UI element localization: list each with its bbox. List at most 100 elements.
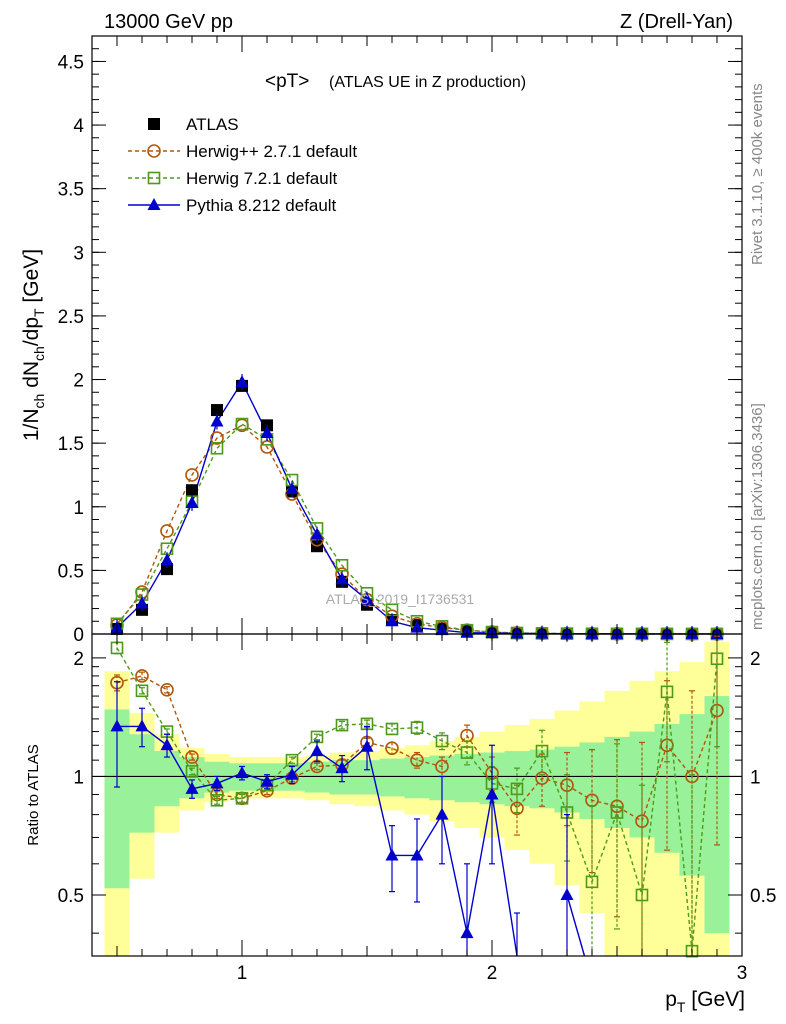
ratio-point-pythia-8-212-default — [385, 848, 399, 861]
main-point-herwig-7-2-1-default — [235, 417, 249, 431]
ratio-ytick-label: 0.5 — [58, 886, 84, 907]
main-title: <pT> — [265, 71, 309, 92]
ratio-point-pythia-8-212-default — [210, 776, 224, 789]
mcplots-label: mcplots.cern.ch [arXiv:1306.3436] — [749, 403, 766, 630]
ratio-point-herwig-7-2-1-default — [460, 746, 474, 759]
ratio-ytick-label-right: 0.5 — [750, 886, 776, 907]
main-point-pythia-8-212-default — [310, 527, 324, 540]
ratio-point-herwig-7-2-1-default — [685, 944, 699, 958]
main-ytick-label: 2.5 — [58, 307, 84, 328]
ratio-point-pythia-8-212-default — [410, 848, 424, 861]
main-ytick-label: 1.5 — [58, 434, 84, 455]
main-ylabel: 1/Nch dNch/dpT [GeV] — [20, 249, 47, 441]
ratio-point-pythia-8-212-default — [135, 719, 149, 732]
ratio-point-pythia-8-212-default — [185, 781, 199, 794]
ratio-point-herwig-7-2-1-default — [410, 721, 424, 734]
ratio-point-pythia-8-212-default — [460, 926, 474, 939]
analysis-watermark: ATLAS_2019_I1736531 — [326, 591, 475, 607]
main-point-pythia-8-212-default — [160, 553, 174, 566]
ratio-point-herwig-7-2-1-default — [660, 685, 674, 699]
ratio-plot: 1 2 3 0.5 0.5 1 1 2 2 — [58, 633, 776, 984]
main-point-herwig-2-7-1-default — [210, 431, 224, 445]
ratio-point-herwig-7-2-1-default — [235, 792, 249, 805]
main-ytick-label: 3.5 — [58, 180, 84, 201]
main-point-pythia-8-212-default — [410, 620, 424, 633]
main-ytick-label: 1 — [73, 498, 84, 519]
ratio-ylabel: Ratio to ATLAS — [25, 744, 42, 845]
ratio-point-pythia-8-212-default — [285, 767, 299, 780]
main-point-pythia-8-212-default — [360, 592, 374, 605]
ratio-point-pythia-8-212-default — [260, 774, 274, 787]
ratio-point-pythia-8-212-default — [335, 761, 349, 774]
legend-label: Herwig 7.2.1 default — [186, 169, 337, 188]
ratio-line-pythia-8-212-default — [566, 894, 586, 957]
ratio-ytick-label-right: 1 — [750, 767, 761, 788]
ratio-point-herwig-2-7-1-default — [435, 759, 449, 774]
ratio-ytick-label: 2 — [73, 649, 84, 670]
ratio-ytick-label: 1 — [73, 767, 84, 788]
main-plot: 0 0.5 1 1.5 2 2.5 3 3.5 4 4.5 — [58, 35, 743, 646]
ratio-point-pythia-8-212-default — [435, 807, 449, 820]
main-point-pythia-8-212-default — [335, 572, 349, 585]
main-point-pythia-8-212-default — [260, 425, 274, 438]
ratio-point-herwig-7-2-1-default — [610, 806, 624, 819]
ratio-point-pythia-8-212-default — [160, 738, 174, 751]
main-point-pythia-8-212-default — [135, 596, 149, 609]
main-subtitle: (ATLAS UE in Z production) — [329, 74, 526, 91]
main-point-herwig-2-7-1-default — [185, 468, 199, 482]
main-ytick-label: 3 — [73, 243, 84, 264]
main-point-pythia-8-212-default — [285, 481, 299, 494]
ratio-point-herwig-7-2-1-default — [285, 753, 299, 767]
ratio-point-herwig-7-2-1-default — [535, 744, 549, 758]
ratio-xtick-label: 1 — [237, 963, 248, 984]
ratio-point-herwig-7-2-1-default — [635, 888, 649, 902]
main-point-pythia-8-212-default — [235, 375, 249, 388]
main-point-atlas — [161, 563, 173, 576]
ratio-point-herwig-2-7-1-default — [160, 682, 174, 697]
svg-text:1/Nch dNch/dpT [GeV]: 1/Nch dNch/dpT [GeV] — [20, 249, 47, 441]
ratio-point-pythia-8-212-default — [310, 744, 324, 757]
header-right: Z (Drell-Yan) — [620, 11, 733, 33]
legend-label: Pythia 8.212 default — [186, 196, 337, 215]
ratio-xlabel: pT [GeV] — [665, 988, 745, 1015]
ratio-point-pythia-8-212-default — [485, 787, 499, 800]
legend-label: Herwig++ 2.7.1 default — [186, 142, 357, 161]
legend-marker — [148, 118, 160, 130]
ratio-point-herwig-7-2-1-default — [210, 793, 224, 807]
main-point-herwig-7-2-1-default — [335, 558, 349, 572]
ratio-ytick-label-right: 2 — [750, 649, 761, 670]
ratio-band-green — [379, 758, 405, 797]
ratio-xtick-label: 3 — [737, 963, 748, 984]
legend-marker — [147, 198, 161, 210]
ratio-point-herwig-2-7-1-default — [135, 669, 149, 683]
main-point-atlas — [186, 484, 198, 497]
main-ytick-label: 0.5 — [58, 561, 84, 582]
main-point-herwig-7-2-1-default — [210, 441, 224, 455]
legend: ATLAS Herwig++ 2.7.1 default Herwig 7.2.1 … — [128, 115, 357, 215]
ratio-point-herwig-7-2-1-default — [585, 875, 599, 889]
ratio-band-green — [129, 734, 155, 833]
main-point-pythia-8-212-default — [185, 495, 199, 508]
legend-label: ATLAS — [186, 115, 239, 134]
legend-marker — [147, 144, 161, 158]
main-ytick-label: 0 — [73, 625, 84, 646]
legend-marker — [147, 171, 161, 185]
main-point-atlas — [211, 404, 223, 417]
ratio-point-herwig-2-7-1-default — [185, 750, 199, 764]
rivet-label: Rivet 3.1.10, ≥ 400k events — [749, 83, 766, 265]
ratio-xtick-label: 2 — [487, 963, 498, 984]
main-ytick-label: 2 — [73, 371, 84, 392]
ratio-point-herwig-7-2-1-default — [710, 652, 724, 666]
ratio-point-pythia-8-212-default — [235, 766, 249, 779]
ratio-point-herwig-2-7-1-default — [410, 753, 424, 767]
ratio-point-herwig-2-7-1-default — [510, 801, 524, 816]
ratio-point-herwig-7-2-1-default — [435, 734, 449, 748]
ratio-point-pythia-8-212-default — [560, 887, 574, 900]
main-ytick-label: 4 — [73, 116, 84, 137]
svg-text:pT [GeV]: pT [GeV] — [665, 988, 745, 1015]
ratio-point-herwig-7-2-1-default — [185, 765, 199, 778]
main-point-herwig-2-7-1-default — [160, 524, 174, 538]
ratio-point-herwig-7-2-1-default — [385, 722, 399, 736]
ratio-point-herwig-7-2-1-default — [135, 684, 149, 698]
